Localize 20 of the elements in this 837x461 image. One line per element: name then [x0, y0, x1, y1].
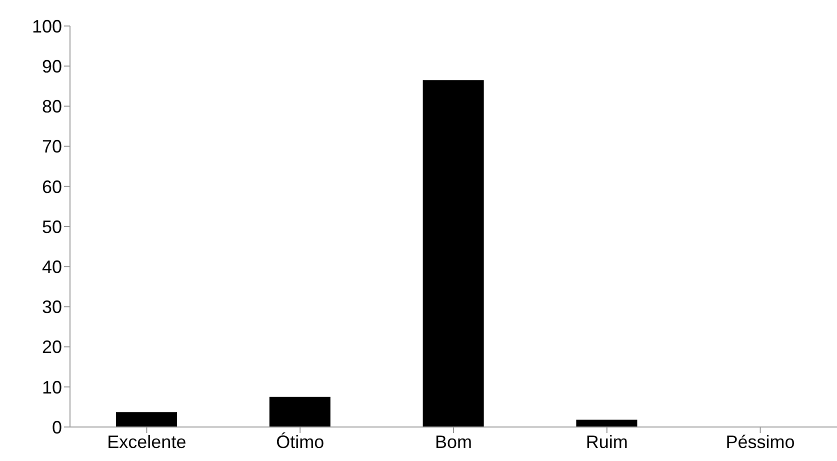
x-tick-label: Ruim: [586, 432, 628, 452]
x-tick-label: Bom: [434, 432, 472, 452]
y-tick-label: 10: [42, 377, 62, 398]
bar: [422, 80, 484, 427]
x-tick-label: Péssimo: [726, 432, 795, 452]
y-tick-label: 20: [42, 337, 62, 358]
y-tick-label: 30: [42, 297, 62, 318]
y-tick-label: 0: [52, 417, 62, 438]
bar: [269, 396, 330, 427]
y-tick-label: 90: [42, 56, 62, 76]
y-tick-label: 70: [42, 136, 62, 157]
x-tick-label: Excelente: [107, 432, 186, 452]
bar: [116, 412, 178, 427]
y-tick-label: 100: [32, 16, 62, 36]
bar: [576, 420, 638, 427]
y-tick-label: 80: [42, 96, 62, 117]
y-tick-label: 60: [42, 176, 62, 197]
y-tick-label: 50: [42, 216, 62, 237]
y-tick-label: 40: [42, 256, 62, 277]
x-tick-label: Ótimo: [276, 432, 324, 452]
